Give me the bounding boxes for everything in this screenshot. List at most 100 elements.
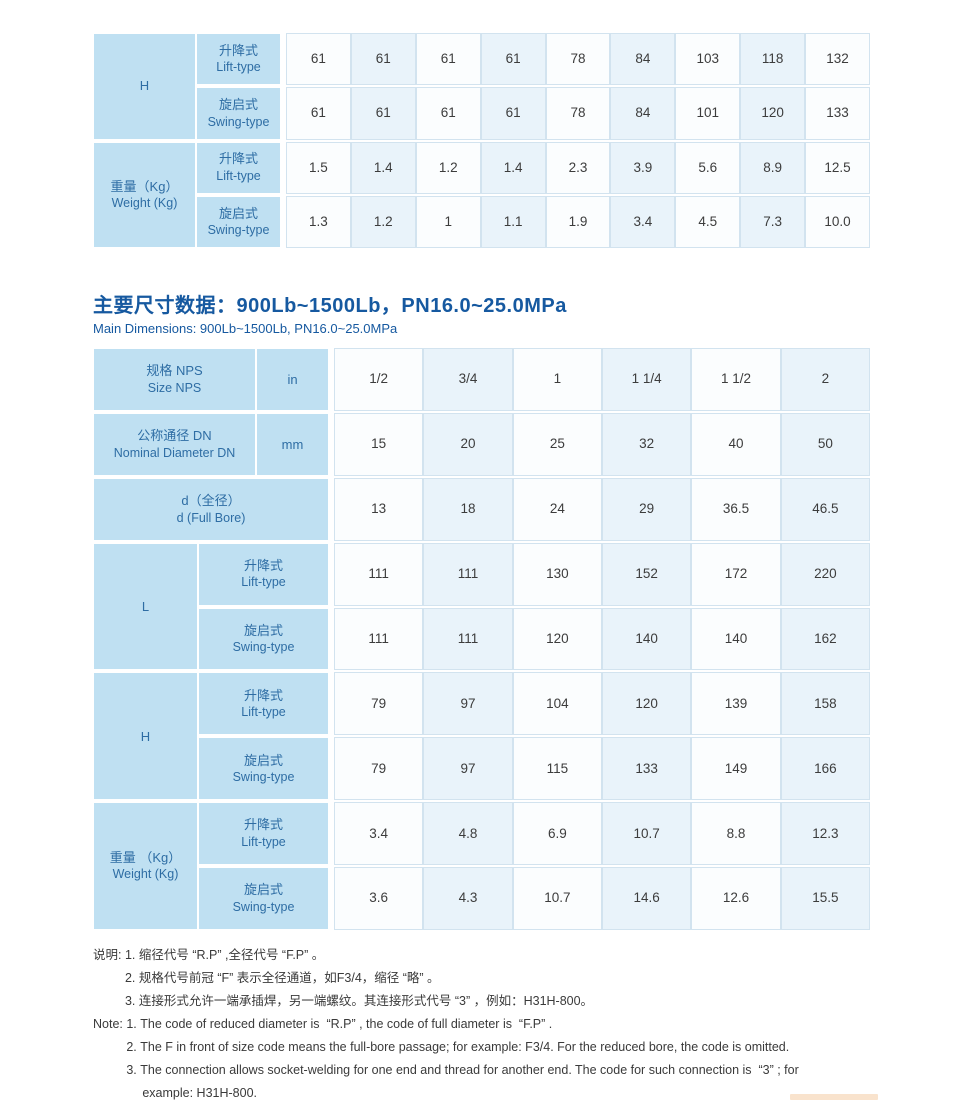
data-cell: 18 [423, 477, 513, 541]
cell-text-cn: 公称通径 DN [137, 428, 212, 444]
data-cell: 132 [805, 33, 870, 86]
data-cell: 1.1 [480, 195, 546, 248]
data-cell: 139 [691, 672, 781, 736]
cell-text-cn: 规格 NPS [146, 363, 203, 379]
note-text: 缩径代号 “R.P” ,全径代号 “F.P” 。 [138, 948, 325, 962]
data-cell: 220 [780, 542, 870, 606]
note-text: The code of reduced diameter is “R.P” , … [140, 1017, 553, 1031]
data-cell: 1.5 [286, 141, 351, 194]
data-cell: 36.5 [691, 477, 781, 541]
cell-text-en: Size NPS [147, 380, 202, 395]
data-cell: 1/2 [334, 348, 424, 411]
data-cell: 172 [691, 542, 781, 606]
data-cell: 24 [512, 477, 602, 541]
data-cell: 111 [334, 542, 424, 606]
data-cell: 115 [512, 737, 602, 801]
data-cell: 3.6 [334, 867, 424, 930]
cell-text-cn: 旋启式 [218, 97, 258, 113]
note-text: The F in front of size code means the fu… [140, 1040, 790, 1054]
data-cell: 4.5 [675, 195, 741, 248]
cell-text-cn: H [140, 728, 151, 744]
data-cell: 61 [480, 87, 546, 140]
data-cell: 6.9 [512, 802, 602, 866]
notes-chinese: 说明: 1. 缩径代号 “R.P” ,全径代号 “F.P” 。说明: 2. 规格… [93, 944, 593, 1013]
valve-type-header: 升降式 Lift-type [198, 672, 329, 736]
row-group-header: 重量（Kg） Weight (Kg) [93, 141, 196, 248]
dimensions-table-continued: H 升降式 Lift-type 61 61 61 61 78 84 103 118 132 旋启式 Swi… [93, 33, 870, 248]
data-cell: 120 [740, 87, 806, 140]
note-line: 说明: 2. 规格代号前冠 “F” 表示全径通道，如F3/4，缩径 “略” 。 [93, 967, 593, 990]
cell-text-cn: mm [281, 436, 304, 452]
cell-text-cn: H [139, 78, 150, 94]
data-cell: 1.2 [415, 141, 481, 194]
note-text: 连接形式允许一端承插焊，另一端螺纹。其连接形式代号 “3” ，例如：H31H-8… [138, 994, 594, 1008]
data-cell: 1 [415, 195, 481, 248]
cell-text-cn: d（全径） [181, 493, 241, 508]
data-cell: 8.9 [740, 141, 806, 194]
data-cell: 118 [740, 33, 806, 86]
cell-text-cn: 升降式 [243, 687, 283, 703]
data-cell: 133 [602, 737, 692, 801]
valve-type-header: 升降式 Lift-type [196, 33, 281, 86]
valve-type-header: 旋启式 Swing-type [196, 87, 281, 140]
unit-header: mm [256, 412, 329, 476]
data-cell: 12.5 [805, 141, 870, 194]
row-group-header: 重量 （Kg） Weight (Kg) [93, 802, 198, 930]
data-cell: 15.5 [780, 867, 870, 930]
data-cell: 2 [780, 348, 870, 411]
cell-text-cn: 升降式 [243, 817, 283, 833]
section-title-en: Main Dimensions: 900Lb~1500Lb, PN16.0~25… [93, 321, 398, 336]
valve-type-header: 旋启式 Swing-type [198, 737, 329, 801]
cell-text-en: Lift-type [241, 575, 286, 590]
data-cell: 120 [512, 607, 602, 671]
data-cell: 3.9 [610, 141, 676, 194]
data-cell: 149 [691, 737, 781, 801]
note-line: Note: 1. The code of reduced diameter is… [93, 1013, 799, 1036]
cell-text-cn: 旋启式 [243, 882, 283, 898]
data-cell: 25 [512, 412, 602, 476]
data-cell: 79 [334, 672, 424, 736]
row-group-header: L [93, 542, 198, 671]
valve-type-header: 升降式 Lift-type [198, 542, 329, 606]
data-cell: 140 [691, 607, 781, 671]
note-line: 说明: 1. 缩径代号 “R.P” ,全径代号 “F.P” 。 [93, 944, 593, 967]
cell-text-cn: 旋启式 [218, 205, 258, 221]
cell-text-cn: 升降式 [218, 42, 258, 58]
data-cell: 79 [334, 737, 424, 801]
notes-english: Note: 1. The code of reduced diameter is… [93, 1013, 799, 1105]
unit-header: in [256, 348, 329, 411]
data-cell: 1.3 [286, 195, 351, 248]
note-number: 2. [124, 971, 139, 985]
note-line: Note: example: H31H-800. [93, 1082, 799, 1105]
data-cell: 50 [780, 412, 870, 476]
valve-type-header: 旋启式 Swing-type [198, 867, 329, 930]
row-label-header: d（全径） d (Full Bore) [93, 477, 329, 541]
note-number: 3. [126, 1063, 141, 1077]
data-cell: 3.4 [610, 195, 676, 248]
cell-text-cn: 旋启式 [243, 752, 283, 768]
data-cell: 140 [602, 607, 692, 671]
data-cell: 61 [415, 33, 481, 86]
section-title-cn: 主要尺寸数据：900Lb~1500Lb，PN16.0~25.0MPa [93, 295, 567, 317]
note-number: 2. [126, 1040, 141, 1054]
data-cell: 1 1/4 [602, 348, 692, 411]
note-line: Note: 2. The F in front of size code mea… [93, 1036, 799, 1059]
note-prefix: Note: [93, 1017, 127, 1031]
data-cell: 61 [415, 87, 481, 140]
cell-text-cn: 升降式 [218, 151, 258, 167]
data-cell: 162 [780, 607, 870, 671]
data-cell: 5.6 [675, 141, 741, 194]
row-group-header: H [93, 672, 198, 801]
data-cell: 13 [334, 477, 424, 541]
data-cell: 111 [334, 607, 424, 671]
row-label-header: 规格 NPS Size NPS [93, 348, 256, 411]
data-cell: 61 [350, 33, 416, 86]
cell-text-en: Swing-type [207, 114, 270, 129]
data-cell: 4.8 [423, 802, 513, 866]
data-cell: 1.9 [545, 195, 611, 248]
data-cell: 12.3 [780, 802, 870, 866]
note-text: 规格代号前冠 “F” 表示全径通道，如F3/4，缩径 “略” 。 [138, 971, 440, 985]
data-cell: 12.6 [691, 867, 781, 930]
valve-type-header: 升降式 Lift-type [196, 141, 281, 194]
data-cell: 120 [602, 672, 692, 736]
